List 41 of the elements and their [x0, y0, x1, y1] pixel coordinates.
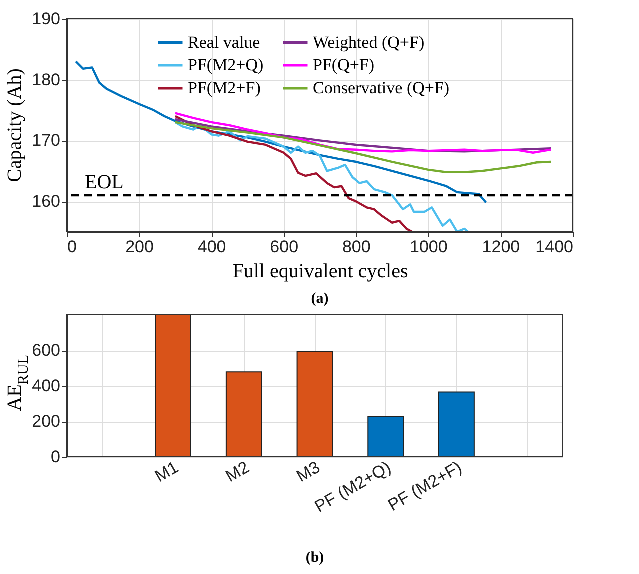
y-axis-title: AERUL — [4, 355, 32, 412]
text: (b) — [306, 550, 324, 566]
x-tick-label: 1400 — [536, 238, 574, 256]
y-tick-label: 200 — [32, 412, 60, 431]
x-tick-label: 800 — [342, 238, 371, 256]
bar — [438, 392, 475, 458]
line-series — [174, 115, 414, 232]
text: (a) — [311, 291, 329, 307]
y-tick-label: 180 — [32, 70, 60, 90]
ref-line-label: EOL — [85, 171, 124, 194]
line-series — [74, 60, 488, 204]
line-series — [174, 112, 552, 154]
x-tick-label: M2 — [222, 458, 253, 486]
bar — [155, 314, 192, 458]
legend-label: PF(Q+F) — [313, 56, 375, 74]
x-tick-label: 1200 — [482, 238, 520, 256]
bar — [296, 351, 334, 458]
y-axis-title: Capacity (Ah) — [4, 68, 26, 182]
y-tick-label: 600 — [32, 341, 60, 360]
line-series — [174, 121, 552, 174]
y-tick-label: 160 — [32, 192, 60, 212]
legend-label: Conservative (Q+F) — [313, 78, 450, 98]
bar — [226, 372, 262, 458]
y-tick-label: 190 — [32, 10, 60, 28]
x-axis-title: Full equivalent cycles — [232, 260, 408, 282]
x-tick-label: 0 — [68, 238, 77, 256]
y-tick-label: 400 — [32, 376, 60, 396]
x-tick-label: 400 — [198, 238, 226, 256]
line-series — [174, 121, 470, 232]
x-tick-label: 200 — [126, 238, 154, 256]
y-tick-label: 170 — [32, 131, 60, 150]
legend-label: Weighted (Q+F) — [313, 32, 425, 52]
bar — [368, 416, 404, 458]
x-tick-label: M1 — [152, 458, 182, 486]
line-series — [174, 118, 552, 153]
legend-label: PF(M2+Q) — [188, 56, 264, 74]
x-tick-label: M3 — [294, 458, 324, 486]
legend-label: Real value — [188, 32, 260, 52]
x-tick-label: 600 — [270, 238, 299, 256]
legend-label: PF(M2+F) — [188, 78, 261, 98]
x-tick-label: 1000 — [410, 238, 448, 256]
